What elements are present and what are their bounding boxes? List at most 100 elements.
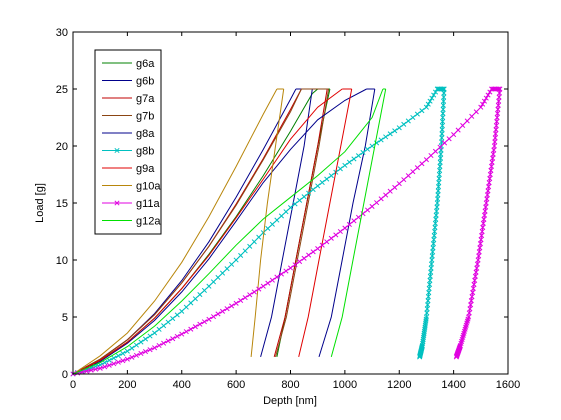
data-point-g8b <box>283 209 289 215</box>
legend-marker <box>114 147 120 154</box>
data-point-g11a <box>319 242 325 248</box>
series-g12a <box>72 88 387 375</box>
data-point-g8b <box>429 253 435 259</box>
series-line-g8a-loading <box>72 88 367 375</box>
data-point-g11a <box>492 139 498 145</box>
data-point-g11a <box>493 127 499 133</box>
data-point-g11a <box>495 102 501 108</box>
data-point-g8b <box>440 102 446 108</box>
y-axis-label: Load [g] <box>34 183 46 223</box>
data-point-g8b <box>342 162 348 168</box>
data-point-g11a <box>310 249 316 255</box>
data-point-g8b <box>224 266 230 272</box>
data-point-g8b <box>319 179 325 186</box>
data-point-g8b <box>369 143 375 149</box>
data-point-g11a <box>475 257 481 263</box>
data-point-g8b <box>426 281 433 287</box>
data-point-g8b <box>430 249 436 255</box>
data-point-g11a <box>496 90 503 96</box>
x-tick-label: 1600 <box>496 379 520 391</box>
series-line-g10a-loading <box>72 88 278 375</box>
data-point-g11a <box>479 228 485 235</box>
data-point-g11a <box>470 285 476 292</box>
data-point-g11a <box>405 173 411 179</box>
data-point-g8b <box>435 192 441 198</box>
data-point-g11a <box>324 239 330 245</box>
data-point-g11a <box>467 306 473 312</box>
data-point-g11a <box>432 148 439 154</box>
data-point-g11a <box>480 220 486 226</box>
data-point-g11a <box>486 180 492 186</box>
data-point-g8b <box>426 290 432 296</box>
data-point-g11a <box>451 132 457 138</box>
data-point-g8b <box>433 212 439 218</box>
data-point-g8b <box>441 90 447 96</box>
data-point-g8b <box>433 216 439 222</box>
data-point-g11a <box>161 340 167 346</box>
data-point-g8b <box>439 135 445 141</box>
x-tick-label: 600 <box>227 379 245 391</box>
data-point-g8b <box>383 134 389 140</box>
data-point-g8b <box>428 261 435 267</box>
data-point-g8b <box>129 345 135 351</box>
data-point-g11a <box>170 336 176 342</box>
data-point-g8b <box>440 110 446 116</box>
data-point-g8b <box>165 319 171 325</box>
data-point-g11a <box>197 321 203 327</box>
data-point-g8b <box>297 197 303 203</box>
data-point-g11a <box>278 271 284 277</box>
data-point-g11a <box>460 122 466 129</box>
data-point-g8b <box>430 245 436 251</box>
series-line-g12a-loading <box>72 88 384 375</box>
data-point-g8b <box>414 111 420 117</box>
data-point-g8b <box>428 269 434 275</box>
y-tick-label: 30 <box>56 27 68 39</box>
data-point-g11a <box>351 218 357 224</box>
data-point-g11a <box>423 157 429 163</box>
data-point-g11a <box>269 277 275 283</box>
data-point-g11a <box>473 109 479 115</box>
data-point-g11a <box>496 94 502 100</box>
data-point-g11a <box>464 118 470 124</box>
data-point-g11a <box>328 235 334 241</box>
data-point-g11a <box>494 114 500 121</box>
data-point-g8b <box>425 298 431 304</box>
data-point-g8b <box>434 204 440 210</box>
data-point-g8b <box>378 137 384 143</box>
data-point-g11a <box>242 295 248 301</box>
x-tick-label: 800 <box>281 379 299 391</box>
data-point-g8b <box>215 274 221 281</box>
data-point-g11a <box>346 221 352 228</box>
data-point-g8b <box>310 186 316 193</box>
data-point-g8b <box>426 285 432 292</box>
data-point-g8b <box>355 153 362 159</box>
x-tick-label: 1000 <box>333 379 357 391</box>
data-point-g8b <box>439 127 445 133</box>
legend-marker <box>114 200 120 206</box>
data-point-g8b <box>427 277 433 283</box>
x-tick-label: 200 <box>118 379 136 391</box>
data-point-g11a <box>174 333 180 339</box>
data-point-g11a <box>147 347 153 353</box>
data-point-g8b <box>115 353 121 359</box>
data-point-g11a <box>401 177 407 183</box>
data-point-g8b <box>429 257 435 263</box>
data-point-g11a <box>494 110 501 116</box>
data-point-g11a <box>428 152 434 159</box>
data-point-g11a <box>495 106 501 112</box>
data-point-g8b <box>287 205 294 211</box>
data-point-g11a <box>383 192 389 198</box>
data-point-g8b <box>431 237 437 243</box>
data-point-g11a <box>183 329 189 335</box>
data-point-g8b <box>360 149 366 156</box>
data-point-g11a <box>483 204 489 210</box>
data-point-g8b <box>179 308 185 314</box>
x-tick-label: 1400 <box>441 379 465 391</box>
data-point-g11a <box>192 324 198 330</box>
data-point-g11a <box>484 192 490 198</box>
data-point-g8b <box>425 101 431 107</box>
y-tick-label: 20 <box>56 141 68 153</box>
data-point-g8b <box>435 188 441 194</box>
legend-item-g11a: g11a <box>102 198 161 210</box>
series-g8a <box>72 88 376 375</box>
